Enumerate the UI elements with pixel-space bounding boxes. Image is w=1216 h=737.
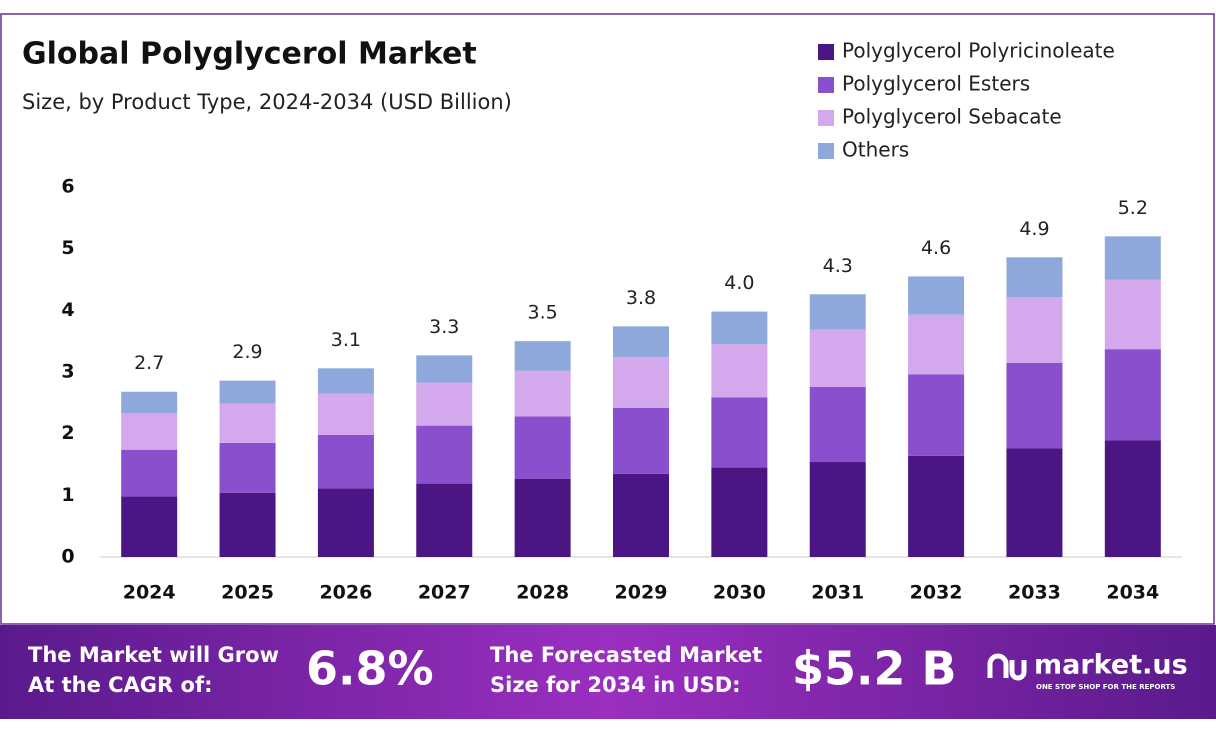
total-label: 4.3 [823,255,853,277]
x-tick-label: 2029 [615,582,668,604]
bar-segment [514,416,571,479]
bar-segment [219,380,276,404]
bar-segment [1006,257,1063,298]
x-tick-label: 2033 [1008,582,1061,604]
total-label: 2.9 [232,341,262,363]
bar-segment [121,391,178,414]
y-tick-label: 3 [61,361,74,383]
cagr-value: 6.8% [306,642,434,696]
cagr-text: The Market will Grow [28,643,279,667]
total-label: 4.9 [1019,218,1049,240]
cagr-text: At the CAGR of: [28,673,213,697]
y-tick-label: 2 [61,422,74,444]
bar-segment [613,326,669,358]
bar-segment [121,413,178,450]
chart-subtitle: Size, by Product Type, 2024-2034 (USD Bi… [22,90,512,114]
bar-segment [514,478,571,557]
x-tick-label: 2025 [221,582,274,604]
bar-segment [908,314,965,375]
bar-segment [711,344,768,398]
bar-segment [317,368,374,394]
legend-swatch [818,77,834,93]
y-tick-label: 6 [61,176,74,198]
forecast-text: The Forecasted Market [490,643,762,667]
bar-segment [711,311,768,345]
bar-segment [908,455,965,557]
bar-segment [711,467,768,557]
forecast-value: $5.2 B [792,642,957,696]
total-label: 5.2 [1118,197,1148,219]
legend-swatch [818,44,834,60]
bar-segment [1006,362,1063,449]
bar-segment [809,462,866,557]
tagline: ONE STOP SHOP FOR THE REPORTS [1036,683,1175,691]
bar-segment [1104,349,1161,441]
x-tick-label: 2030 [713,582,766,604]
total-label: 4.6 [921,237,951,259]
legend-swatch [818,143,834,159]
forecast-text: Size for 2034 in USD: [490,673,741,697]
legend-label: Others [842,138,909,162]
bar-segment [317,393,374,435]
x-tick-label: 2032 [910,582,963,604]
bar-segment [1006,448,1063,557]
bar-segment [416,483,473,557]
bar-segment [1104,440,1161,557]
bar-segment [1104,279,1161,350]
x-tick-label: 2027 [418,582,471,604]
bar-segment [416,355,473,383]
x-tick-label: 2031 [811,582,864,604]
x-tick-label: 2034 [1106,582,1159,604]
legend-label: Polyglycerol Sebacate [842,105,1062,129]
total-label: 4.0 [724,272,754,294]
bar-segment [121,496,178,557]
total-label: 3.3 [429,316,459,338]
bar-segment [219,403,276,443]
bar-segment [613,407,669,474]
bar-segment [908,374,965,456]
bar-segment [514,341,571,371]
bar-segment [317,434,374,489]
x-tick-label: 2026 [319,582,372,604]
bar-segment [317,488,374,557]
banner-text: The Market will Grow At the CAGR of: 6.8… [28,642,1188,698]
bar-segment [809,329,866,387]
logo-icon [987,653,1027,681]
y-tick-label: 1 [61,484,74,506]
bar-segment [613,357,669,408]
bar-segment [514,370,571,417]
x-tick-label: 2028 [516,582,569,604]
bar-segment [121,449,178,497]
total-label: 3.5 [528,302,558,324]
bar-segment [613,473,669,557]
bar-segment [908,276,965,315]
x-tick-label: 2024 [123,582,176,604]
y-tick-label: 5 [61,237,74,259]
total-label: 3.1 [331,329,361,351]
bar-segment [1006,297,1063,363]
bar-segment [711,397,768,468]
bar-segment [809,294,866,330]
total-label: 3.8 [626,287,656,309]
legend-label: Polyglycerol Polyricinoleate [842,39,1115,63]
y-tick-label: 4 [61,299,74,321]
bar-segment [219,442,276,493]
bar-segment [416,382,473,426]
total-label: 2.7 [134,352,164,374]
chart-title: Global Polyglycerol Market [22,37,477,72]
bar-segment [416,425,473,484]
bar-segment [219,492,276,557]
legend-label: Polyglycerol Esters [842,72,1030,96]
bar-segment [809,386,866,463]
brand: market.us [1034,650,1188,681]
legend-swatch [818,110,834,126]
y-tick-label: 0 [61,546,74,568]
bar-segment [1104,236,1161,280]
